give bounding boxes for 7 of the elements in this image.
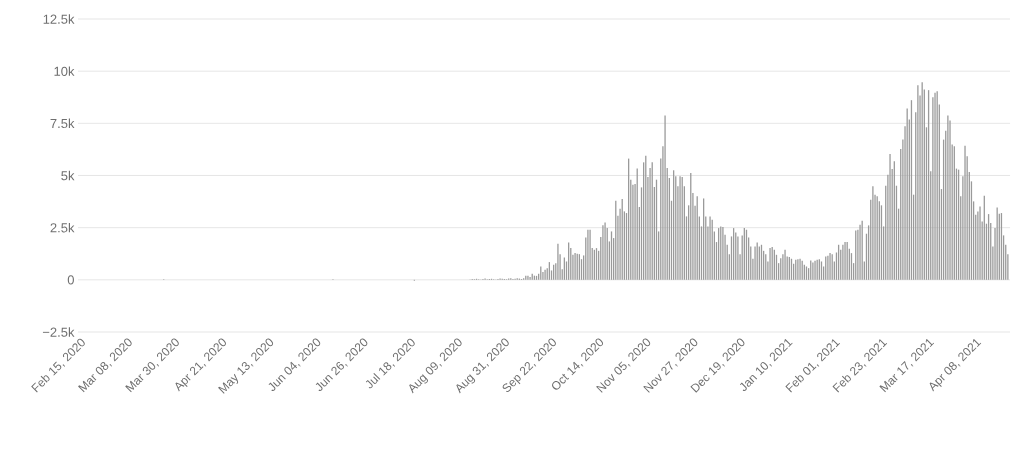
y-tick-label: 10k: [54, 66, 75, 76]
y-tick-label: 0: [67, 275, 74, 285]
y-tick-label: 12.5k: [43, 14, 75, 24]
y-tick-label: 2.5k: [50, 222, 75, 233]
y-tick-label: 5k: [61, 170, 75, 181]
y-tick-label: 7.5k: [50, 118, 75, 129]
y-tick-label: −2.5k: [42, 327, 75, 337]
